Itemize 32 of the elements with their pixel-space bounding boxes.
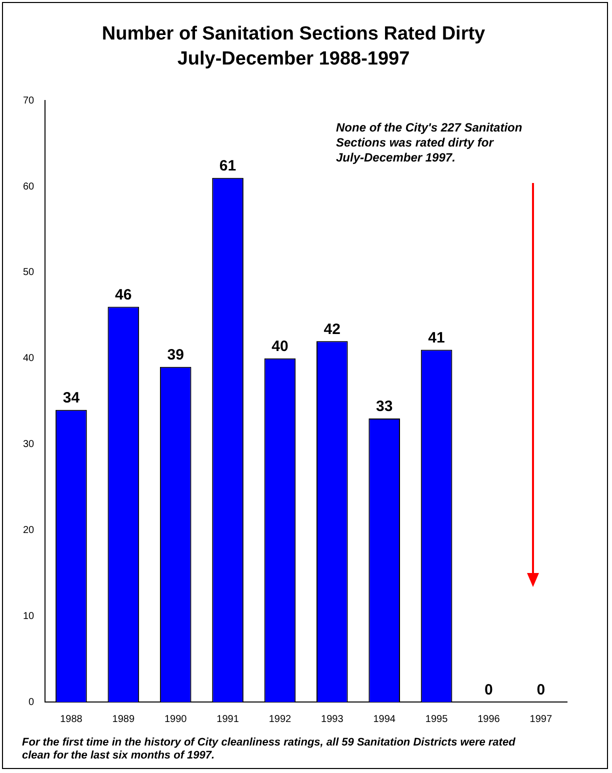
y-tick-label: 60 [23,181,35,192]
chart-title: Number of Sanitation Sections Rated Dirty [102,24,486,45]
data-label: 61 [219,158,236,175]
y-tick-label: 70 [23,95,35,106]
x-tick-label: 1992 [268,714,292,725]
x-tick-label: 1994 [373,714,396,725]
x-tick-label: 1988 [60,714,83,725]
y-tick-label: 40 [23,353,35,364]
y-tick-label: 0 [28,696,35,708]
y-tick-label: 20 [23,524,35,536]
x-tick-label: 1993 [321,714,344,725]
chart-subtitle: July-December 1988-1997 [177,48,410,70]
x-tick-label: 1991 [216,714,240,725]
text: For the first time in the history of City cleanliness ratings, all 59 Sanitation Districts were rated clean for the last six months of 1997. [22,736,516,762]
data-label: 0 [536,682,546,699]
data-label: 42 [324,320,340,338]
data-label: 0 [484,682,493,699]
y-tick-label: 30 [23,439,35,450]
data-label: 33 [376,398,393,416]
y-tick-label: 10 [23,610,35,622]
annotation: None of the City's 227 Sanitation Sections was rated dirty for July-December 1997. [336,120,522,164]
x-tick-label: 1996 [478,714,500,725]
data-label: 46 [115,286,132,304]
data-label: 39 [167,346,184,364]
data-label: 41 [428,329,445,346]
x-tick-label: 1990 [164,714,188,725]
y-tick-label: 50 [23,267,35,278]
data-label: 34 [62,390,80,407]
x-tick-label: 1997 [530,714,552,725]
x-tick-label: 1995 [425,714,448,725]
x-tick-label: 1989 [112,714,135,725]
data-label: 40 [272,338,288,355]
